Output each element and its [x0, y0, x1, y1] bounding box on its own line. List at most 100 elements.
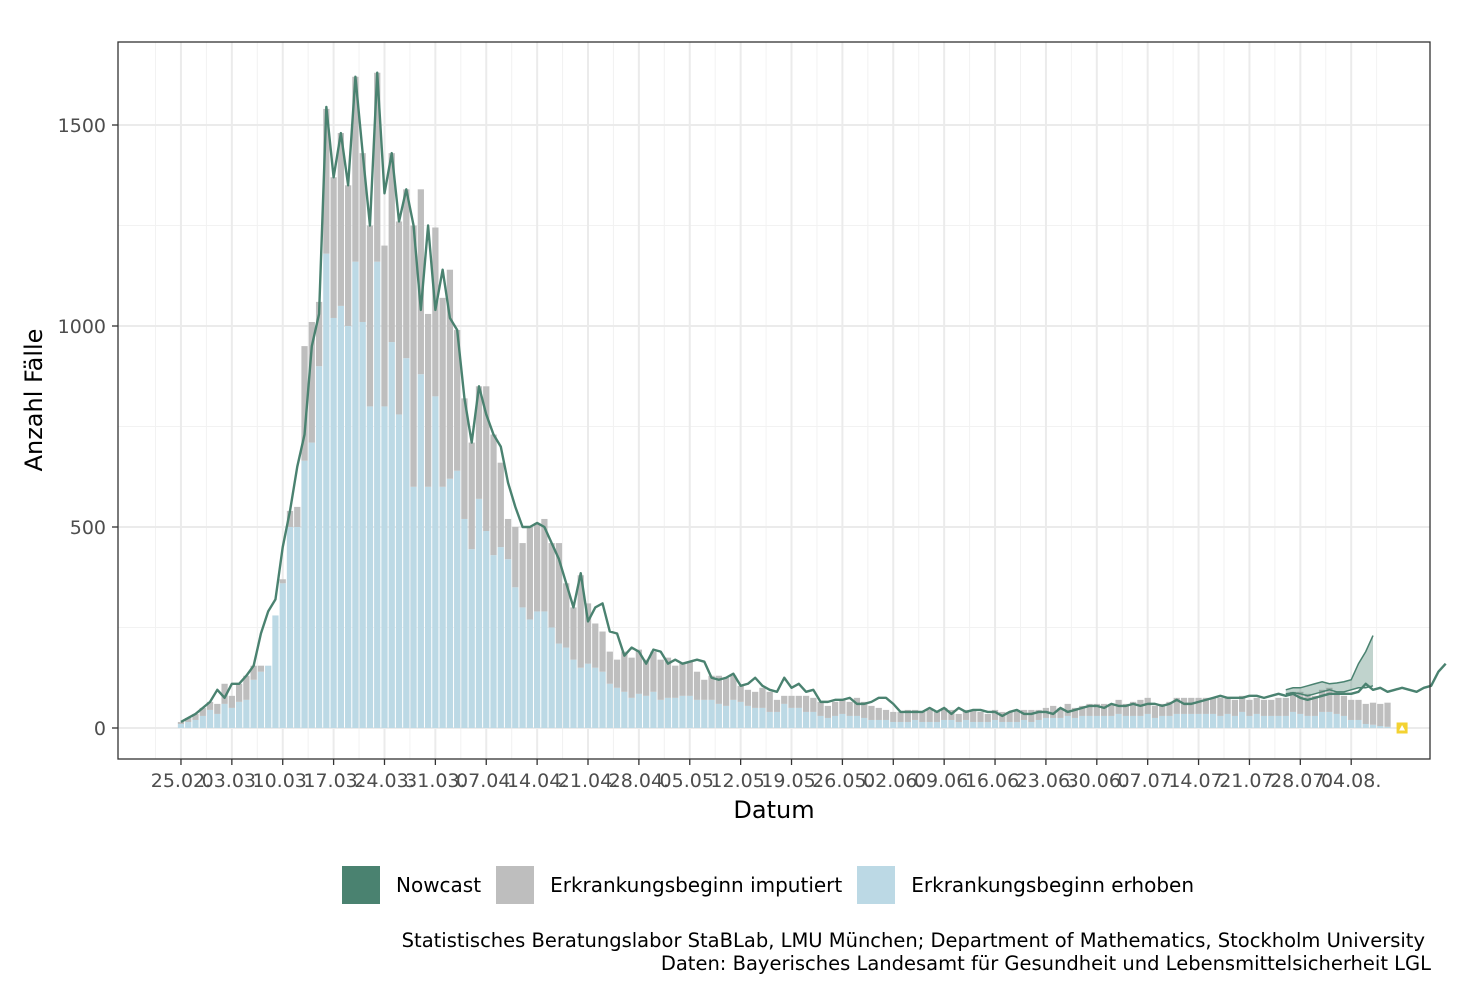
bar-erhoben: [548, 627, 555, 728]
bar-erhoben: [1202, 713, 1209, 728]
bar-erhoben: [919, 721, 926, 728]
bar-imputiert: [1151, 705, 1159, 718]
bar-erhoben: [1028, 721, 1035, 728]
bar-imputiert: [788, 695, 795, 708]
bar-imputiert: [1057, 707, 1064, 718]
marker-triangle: [1399, 725, 1406, 731]
bar-imputiert: [1079, 705, 1086, 716]
bar-imputiert: [781, 695, 788, 704]
bar-erhoben: [744, 705, 752, 728]
bar-imputiert: [1013, 709, 1020, 722]
y-tick-label: 0: [94, 718, 106, 740]
bar-imputiert: [795, 695, 802, 708]
bar-imputiert: [1100, 703, 1108, 716]
bar-erhoben: [606, 683, 613, 728]
bar-imputiert: [243, 675, 250, 700]
bar-erhoben: [265, 665, 272, 728]
bar-erhoben: [1035, 719, 1042, 728]
bar-erhoben: [1311, 715, 1318, 728]
bar-imputiert: [286, 510, 294, 527]
bar-imputiert: [483, 386, 490, 532]
bar-erhoben: [1355, 719, 1362, 728]
bar-imputiert: [1318, 689, 1326, 712]
bar-erhoben: [693, 699, 701, 728]
x-tick-label: 28.04.: [609, 770, 669, 792]
bar-imputiert: [904, 709, 911, 722]
bar-imputiert: [461, 398, 468, 519]
legend-key-nowcast: [342, 866, 380, 904]
bar-imputiert: [664, 657, 672, 698]
bar-erhoben: [933, 721, 941, 728]
bar-erhoben: [853, 715, 861, 728]
bar-imputiert: [1137, 699, 1144, 716]
bar-erhoben: [504, 559, 512, 728]
bar-erhoben: [628, 697, 635, 728]
bar-erhoben: [177, 723, 185, 728]
bar-imputiert: [294, 506, 301, 527]
bar-imputiert: [541, 518, 548, 612]
bar-erhoben: [1166, 715, 1173, 728]
bar-erhoben: [861, 717, 868, 728]
bar-erhoben: [672, 697, 679, 728]
bar-erhoben: [526, 619, 533, 728]
bar-imputiert: [490, 434, 497, 556]
bar-imputiert: [1311, 695, 1318, 716]
bar-erhoben: [345, 326, 352, 728]
bar-erhoben: [417, 374, 424, 728]
bar-imputiert: [475, 386, 483, 499]
bar-erhoben: [235, 701, 243, 728]
bar-imputiert: [1246, 699, 1253, 716]
bar-erhoben: [1333, 713, 1340, 728]
x-tick-label: 31.03.: [405, 770, 465, 792]
legend-item-erhoben: Erkrankungsbeginn erhoben: [857, 866, 1194, 904]
bar-erhoben: [352, 261, 359, 728]
bar-erhoben: [424, 486, 432, 728]
bar-imputiert: [468, 442, 475, 550]
bar-imputiert: [519, 543, 526, 608]
bar-imputiert: [337, 133, 345, 306]
bar-imputiert: [853, 697, 861, 716]
bar-imputiert: [991, 709, 999, 720]
bar-erhoben: [1006, 721, 1013, 728]
bar-erhoben: [679, 695, 686, 728]
bar-imputiert: [1071, 707, 1079, 718]
bar-imputiert: [454, 330, 461, 471]
bar-erhoben: [1188, 713, 1195, 728]
bar-imputiert: [911, 709, 919, 720]
x-tick-label: 02.06.: [863, 770, 923, 792]
bar-imputiert: [868, 705, 875, 720]
bar-erhoben: [839, 713, 846, 728]
bar-erhoben: [635, 693, 643, 728]
nowcast-band-upper: [1285, 635, 1374, 691]
bar-erhoben: [301, 460, 308, 728]
bar-erhoben: [475, 498, 483, 728]
bar-erhoben: [650, 691, 657, 728]
bar-erhoben: [890, 721, 897, 728]
bar-imputiert: [984, 713, 991, 722]
bar-erhoben: [1086, 715, 1093, 728]
bar-erhoben: [664, 697, 672, 728]
bar-erhoben: [810, 711, 817, 728]
bar-imputiert: [345, 185, 352, 326]
bar-erhoben: [1209, 713, 1217, 728]
bar-imputiert: [315, 301, 323, 367]
bar-imputiert: [621, 651, 628, 692]
bar-erhoben: [1260, 715, 1268, 728]
bar-erhoben: [984, 721, 991, 728]
y-tick-label: 500: [70, 517, 106, 539]
bar-imputiert: [192, 713, 199, 720]
x-tick-label: 14.04.: [507, 770, 567, 792]
nowcast-line-path: [180, 71, 1447, 724]
bar-imputiert: [1064, 703, 1071, 716]
bar-erhoben: [1297, 713, 1304, 728]
bar-imputiert: [301, 346, 308, 461]
bar-erhoben: [228, 707, 235, 728]
bar-erhoben: [192, 719, 199, 728]
bar-erhoben: [977, 721, 984, 728]
bar-imputiert: [206, 701, 214, 710]
bar-erhoben: [868, 719, 875, 728]
bar-erhoben: [773, 711, 781, 728]
bar-erhoben: [1108, 715, 1115, 728]
bar-erhoben: [817, 715, 824, 728]
bar-erhoben: [337, 305, 345, 728]
